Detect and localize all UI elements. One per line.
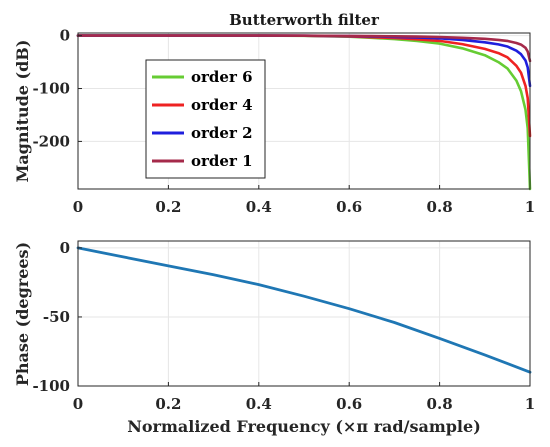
phase-x-tick-label: 1 [525, 395, 535, 413]
magnitude-y-tick-label: 0 [60, 27, 70, 45]
magnitude-x-tick-label: 0.4 [246, 198, 272, 216]
phase-x-tick-label: 0.6 [336, 395, 362, 413]
chart-title: Butterworth filter [229, 11, 380, 29]
magnitude-x-ticks: 0 0.2 0.4 0.6 0.8 1 [73, 185, 535, 216]
magnitude-x-tick-label: 0.2 [155, 198, 181, 216]
x-axis-label: Normalized Frequency (×π rad/sample) [127, 417, 481, 436]
legend-label-order-6: order 6 [191, 68, 253, 86]
phase-series-line [76, 246, 532, 374]
magnitude-x-tick-label: 1 [525, 198, 535, 216]
phase-y-tick-label: -50 [43, 308, 70, 326]
magnitude-series-order-1 [76, 34, 532, 63]
phase-series [76, 246, 532, 374]
legend-label-order-2: order 2 [191, 124, 253, 142]
phase-plot: 0 0.2 0.4 0.6 0.8 1 0-50-100 Phase (degrees) … [13, 239, 535, 436]
magnitude-x-tick-label: 0 [73, 198, 83, 216]
phase-plot-area [78, 241, 530, 386]
phase-x-tick-label: 0.2 [155, 395, 181, 413]
phase-y-label: Phase (degrees) [13, 242, 32, 386]
magnitude-y-tick-label: -100 [32, 80, 70, 98]
phase-x-ticks: 0 0.2 0.4 0.6 0.8 1 [73, 382, 535, 413]
magnitude-plot: 0 0.2 0.4 0.6 0.8 1 0 -100 -200 Butterworth fil… [13, 11, 535, 216]
magnitude-x-tick-label: 0.6 [336, 198, 362, 216]
phase-y-tick-label: -100 [32, 377, 70, 395]
phase-x-tick-label: 0 [73, 395, 83, 413]
magnitude-plot-frame [77, 32, 531, 190]
legend-label-order-1: order 1 [191, 152, 253, 170]
magnitude-series [76, 34, 532, 191]
magnitude-y-label: Magnitude (dB) [13, 40, 32, 183]
legend-label-order-4: order 4 [191, 96, 253, 114]
phase-y-ticks: 0 -50 -100 [32, 239, 82, 395]
legend: order 6 order 4 order 2 order 1 [145, 59, 266, 179]
phase-x-tick-label: 0.8 [427, 395, 453, 413]
magnitude-x-tick-label: 0.8 [427, 198, 453, 216]
phase-x-tick-label: 0.4 [246, 395, 272, 413]
magnitude-y-tick-label: -200 [32, 132, 70, 150]
magnitude-y-ticks: 0 -100 -200 [32, 27, 82, 150]
phase-y-tick-label: 0 [60, 239, 70, 257]
legend-box [145, 59, 266, 179]
phase-plot-frame [77, 240, 531, 387]
